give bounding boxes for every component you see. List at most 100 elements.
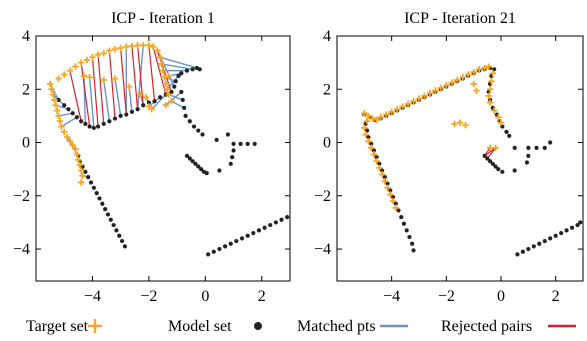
target-point xyxy=(58,123,65,130)
y-tick-label: −4 xyxy=(314,241,331,258)
model-point xyxy=(256,228,262,233)
rejected-pair-line xyxy=(91,57,99,127)
model-point xyxy=(56,97,61,103)
y-tick-label: −4 xyxy=(13,241,30,258)
target-point xyxy=(77,59,85,66)
model-point xyxy=(158,95,163,100)
model-point xyxy=(578,220,583,225)
target-point xyxy=(451,120,458,128)
model-point xyxy=(504,129,509,134)
target-point xyxy=(485,63,492,70)
model-point xyxy=(118,113,123,118)
target-point xyxy=(387,191,394,198)
y-tick-label: 4 xyxy=(22,28,30,45)
x-tick-label: 2 xyxy=(552,288,560,305)
plot-frame xyxy=(35,35,291,282)
model-point xyxy=(526,153,531,158)
matched-pair-line xyxy=(103,79,111,122)
model-point xyxy=(515,252,520,257)
model-point xyxy=(204,171,209,176)
model-point xyxy=(197,67,202,72)
plot-frame xyxy=(336,35,584,282)
y-tick-label: −2 xyxy=(314,188,331,205)
model-point xyxy=(238,141,243,146)
model-point xyxy=(411,248,416,253)
target-point xyxy=(134,42,141,49)
target-point xyxy=(49,91,57,98)
target-point xyxy=(61,128,68,136)
target-point xyxy=(161,74,168,81)
rejected-pair-line xyxy=(80,62,91,127)
target-point xyxy=(94,51,102,58)
y-tick-label: 2 xyxy=(323,81,331,98)
model-point xyxy=(485,156,490,161)
model-point xyxy=(196,128,201,133)
target-point xyxy=(100,50,107,57)
model-point xyxy=(112,116,118,121)
model-point xyxy=(385,181,390,186)
target-point xyxy=(72,63,79,70)
target-point xyxy=(69,141,76,149)
target-point xyxy=(481,64,488,72)
target-point xyxy=(165,72,172,80)
model-point xyxy=(520,249,525,254)
model-point xyxy=(187,119,192,124)
x-tick-label: 0 xyxy=(201,288,209,305)
model-point xyxy=(200,132,205,137)
model-point xyxy=(531,244,536,249)
target-point xyxy=(128,42,136,50)
model-point xyxy=(369,141,374,146)
model-point xyxy=(245,141,250,146)
rejected-pair-line xyxy=(120,47,127,115)
model-point xyxy=(135,107,140,112)
model-point xyxy=(482,153,487,158)
target-point xyxy=(154,47,161,54)
model-point xyxy=(100,201,105,206)
rejected-pair-line xyxy=(152,46,167,95)
model-point xyxy=(228,161,233,166)
target-point xyxy=(66,67,74,74)
model-point xyxy=(190,67,195,72)
target-point xyxy=(365,137,372,145)
model-point xyxy=(117,233,122,238)
target-point xyxy=(389,197,397,205)
model-point xyxy=(559,230,564,236)
model-point xyxy=(234,238,239,244)
model-point xyxy=(245,233,250,238)
target-point xyxy=(421,92,428,100)
model-point xyxy=(211,249,216,254)
target-point xyxy=(56,118,64,125)
target-point xyxy=(51,96,58,104)
model-point xyxy=(217,246,222,252)
model-point xyxy=(79,119,84,124)
matched-pair-line xyxy=(61,116,78,128)
target-point xyxy=(392,204,399,211)
model-point xyxy=(225,132,231,137)
matched-pair-line xyxy=(151,94,167,110)
model-point xyxy=(124,112,129,117)
target-point xyxy=(370,151,378,158)
target-point xyxy=(158,60,165,68)
model-point xyxy=(396,208,401,213)
target-point xyxy=(384,184,391,191)
y-tick-label: −2 xyxy=(13,188,30,205)
model-point xyxy=(393,201,398,206)
model-point xyxy=(537,241,542,246)
target-point xyxy=(497,119,505,126)
target-point xyxy=(79,172,86,180)
model-point xyxy=(152,99,157,104)
model-point xyxy=(184,68,190,73)
matched-pair-line xyxy=(165,91,182,106)
model-point xyxy=(74,115,80,120)
model-point xyxy=(62,103,67,108)
model-point xyxy=(542,145,547,150)
target-point xyxy=(367,144,375,152)
target-point xyxy=(165,91,172,98)
model-point xyxy=(103,206,108,212)
model-point xyxy=(91,125,96,130)
model-point xyxy=(114,228,119,233)
target-point xyxy=(123,43,130,50)
target-point xyxy=(369,115,376,122)
target-point xyxy=(485,92,492,100)
legend: Target set Model set Matched pts Rejected p… xyxy=(26,318,576,335)
